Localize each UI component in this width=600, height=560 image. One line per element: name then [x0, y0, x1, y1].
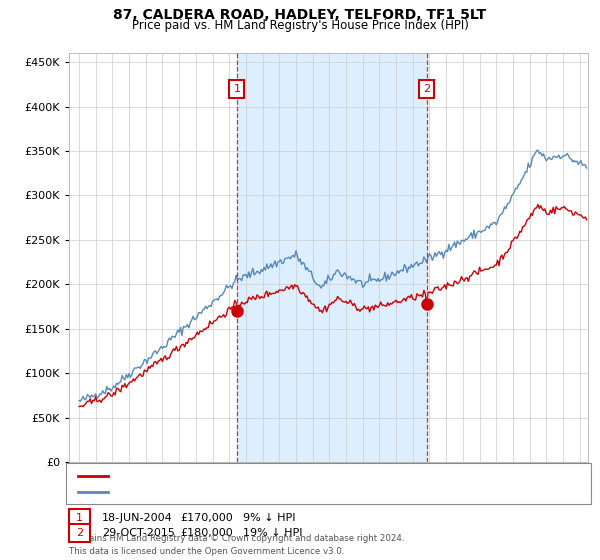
Text: Price paid vs. HM Land Registry's House Price Index (HPI): Price paid vs. HM Land Registry's House … [131, 19, 469, 32]
Text: 29-OCT-2015: 29-OCT-2015 [102, 528, 175, 538]
Text: 87, CALDERA ROAD, HADLEY, TELFORD, TF1 5LT: 87, CALDERA ROAD, HADLEY, TELFORD, TF1 5… [113, 8, 487, 22]
Text: £170,000: £170,000 [180, 513, 233, 523]
Text: 18-JUN-2004: 18-JUN-2004 [102, 513, 173, 523]
Text: £180,000: £180,000 [180, 528, 233, 538]
Text: 1: 1 [76, 513, 83, 523]
Text: HPI: Average price, detached house, Telford and Wrekin: HPI: Average price, detached house, Telf… [114, 487, 404, 497]
Text: 87, CALDERA ROAD, HADLEY, TELFORD, TF1 5LT (detached house): 87, CALDERA ROAD, HADLEY, TELFORD, TF1 5… [114, 471, 459, 481]
Text: 1: 1 [233, 84, 241, 94]
Text: 19% ↓ HPI: 19% ↓ HPI [243, 528, 302, 538]
Text: 9% ↓ HPI: 9% ↓ HPI [243, 513, 296, 523]
Text: Contains HM Land Registry data © Crown copyright and database right 2024.
This d: Contains HM Land Registry data © Crown c… [69, 534, 404, 556]
Text: 2: 2 [76, 528, 83, 538]
Text: 2: 2 [423, 84, 430, 94]
Bar [237, 53, 427, 462]
